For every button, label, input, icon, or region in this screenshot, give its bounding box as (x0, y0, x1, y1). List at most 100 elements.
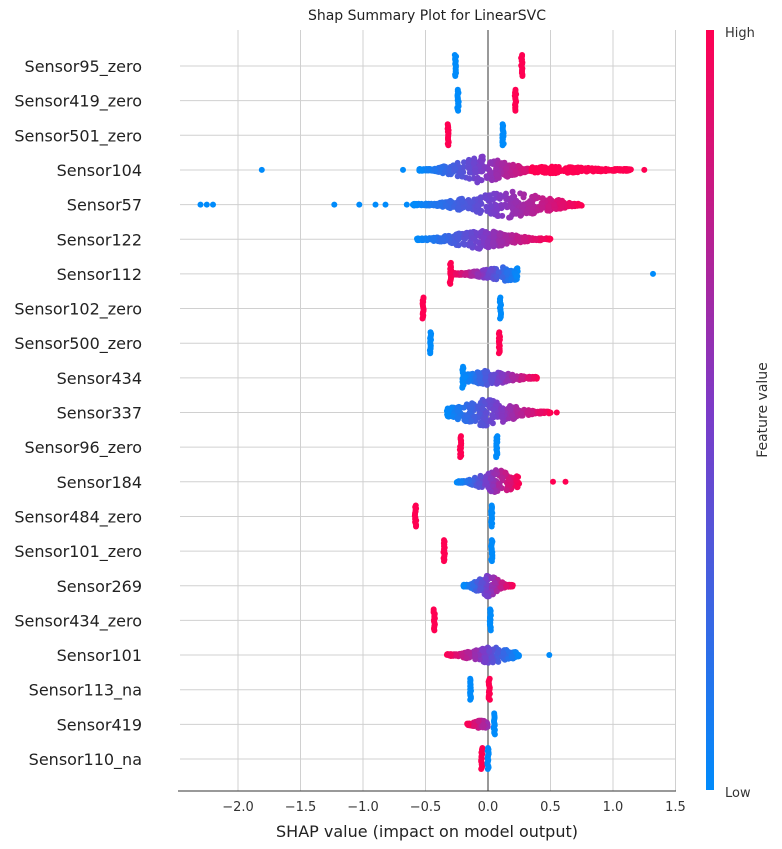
shap-point (494, 206, 501, 213)
x-axis: −2.0 −1.5 −1.0 −0.5 0.0 0.5 1.0 1.5 (178, 790, 686, 815)
shap-point (460, 582, 467, 589)
shap-point (455, 107, 462, 114)
shap-point (478, 579, 485, 586)
feature-label: Sensor122 (57, 230, 142, 249)
shap-point (502, 469, 509, 476)
shap-point (499, 579, 506, 586)
x-tick-label: −0.5 (410, 800, 442, 815)
shap-point (493, 165, 500, 172)
feature-label: Sensor112 (57, 265, 142, 284)
shap-point (524, 200, 531, 207)
x-axis-label: SHAP value (impact on model output) (276, 822, 578, 841)
x-tick-label: 1.0 (603, 800, 624, 815)
shap-point (462, 418, 469, 425)
shap-point (518, 374, 525, 381)
shap-point (500, 418, 506, 425)
colorbar-title: Feature value (755, 362, 771, 458)
shap-point (489, 659, 496, 666)
shap-point (547, 195, 553, 202)
feature-label: Sensor184 (57, 473, 142, 492)
shap-point (458, 196, 465, 203)
shap-point (477, 472, 484, 479)
x-tick-label: 1.5 (665, 800, 686, 815)
shap-point (575, 166, 582, 173)
shap-point (483, 592, 490, 599)
shap-point (483, 203, 490, 210)
shap-point (521, 191, 527, 198)
shap-point (558, 203, 565, 210)
shap-point (468, 418, 475, 425)
shap-point (484, 766, 491, 772)
feature-label: Sensor102_zero (14, 300, 142, 320)
shap-point (503, 165, 510, 172)
shap-point (457, 478, 464, 485)
shap-point (441, 558, 447, 565)
shap-point (480, 647, 487, 654)
shap-point (463, 232, 470, 239)
shap-point (439, 236, 446, 243)
shap-point (475, 271, 482, 278)
shap-point (491, 731, 498, 738)
shap-point (474, 245, 481, 252)
shap-point (460, 164, 467, 171)
shap-point (539, 235, 546, 242)
shap-point (627, 166, 633, 173)
shap-point (477, 585, 484, 592)
shap-point (467, 199, 474, 206)
shap-point (422, 201, 428, 208)
shap-point (470, 235, 477, 242)
shap-point (467, 696, 474, 703)
shap-point (463, 655, 470, 662)
shap-point (488, 418, 495, 425)
shap-point (512, 168, 519, 175)
shap-point (562, 478, 569, 485)
shap-point (534, 207, 541, 214)
shap-point (459, 384, 466, 391)
shap-point (493, 588, 500, 594)
shap-point (454, 235, 461, 242)
feature-label: Sensor419 (57, 715, 142, 734)
shap-point (442, 202, 449, 209)
feature-label: Sensor434 (57, 369, 142, 388)
shap-point (595, 165, 602, 172)
feature-label: Sensor337 (57, 404, 142, 423)
shap-point (508, 276, 515, 283)
shap-point (474, 179, 481, 186)
shap-point (445, 142, 452, 149)
feature-label: Sensor269 (57, 577, 142, 596)
shap-point (539, 195, 546, 202)
shap-point (452, 73, 459, 79)
shap-point (479, 422, 486, 428)
feature-label: Sensor57 (67, 196, 142, 215)
shap-point (498, 475, 505, 481)
shap-point (471, 414, 478, 421)
shap-point (471, 722, 478, 729)
x-tick-label: −1.5 (285, 800, 317, 815)
shap-point (457, 169, 464, 176)
shap-point (525, 375, 532, 382)
shap-point (454, 230, 461, 237)
shap-point (539, 166, 545, 173)
shap-point (479, 153, 486, 160)
shap-point (472, 229, 479, 236)
shap-point (547, 409, 553, 416)
shap-point (514, 406, 521, 413)
shap-point (509, 232, 515, 238)
shap-point (497, 192, 504, 199)
shap-point (473, 208, 480, 215)
shap-point (457, 454, 464, 461)
shap-point (585, 164, 592, 171)
shap-point (446, 405, 453, 412)
shap-point (545, 203, 552, 210)
shap-point (509, 162, 516, 169)
shap-point (466, 159, 472, 165)
shap-point (479, 168, 486, 175)
shap-point (462, 241, 469, 248)
feature-label: Sensor113_na (29, 681, 142, 701)
shap-point (553, 409, 560, 416)
shap-point (502, 232, 509, 239)
shap-point (509, 412, 516, 419)
shap-point (494, 649, 501, 656)
feature-label: Sensor501_zero (14, 126, 142, 146)
shap-point (482, 415, 489, 422)
